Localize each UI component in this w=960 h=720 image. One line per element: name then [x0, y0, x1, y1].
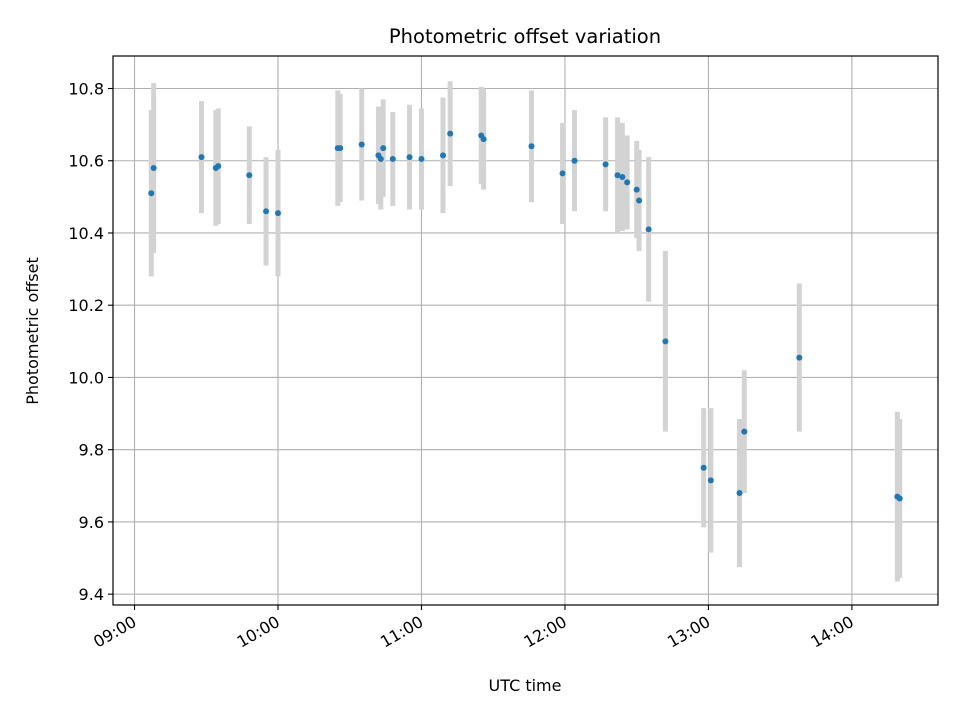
- data-point: [358, 141, 365, 148]
- data-points: [148, 130, 903, 502]
- y-tick-label: 9.6: [79, 513, 104, 532]
- y-tick-label: 9.8: [79, 441, 104, 460]
- data-point: [619, 173, 626, 180]
- data-point: [528, 143, 535, 150]
- data-point: [707, 477, 714, 484]
- y-tick-label: 10.6: [68, 152, 104, 171]
- y-axis-label: Photometric offset: [23, 257, 42, 405]
- data-point: [636, 197, 643, 204]
- data-point: [389, 155, 396, 162]
- data-point: [406, 154, 413, 161]
- data-point: [896, 495, 903, 502]
- y-axis-ticks: 9.4 9.6 9.8 10.0 10.2 10.4 10.6 10.8: [68, 80, 113, 604]
- data-point: [602, 161, 609, 168]
- data-point: [263, 208, 270, 215]
- y-tick-label: 10.2: [68, 296, 104, 315]
- data-point: [624, 179, 631, 186]
- data-point: [447, 130, 454, 137]
- data-point: [559, 170, 566, 177]
- data-point: [275, 210, 281, 217]
- data-point: [380, 145, 387, 152]
- data-point: [198, 154, 205, 161]
- y-tick-label: 10.4: [68, 224, 104, 243]
- data-point: [150, 164, 157, 171]
- chart-title: Photometric offset variation: [389, 25, 661, 48]
- data-point: [662, 338, 669, 345]
- y-tick-label: 9.4: [79, 585, 104, 604]
- data-point: [741, 428, 748, 435]
- data-point: [736, 490, 743, 497]
- data-point: [148, 190, 155, 197]
- y-tick-label: 10.0: [68, 368, 104, 387]
- data-point: [571, 157, 578, 164]
- y-tick-label: 10.8: [68, 80, 104, 99]
- plot-frame: [112, 55, 939, 606]
- data-point: [418, 155, 425, 162]
- data-point: [700, 464, 707, 471]
- x-axis-label: UTC time: [489, 676, 562, 695]
- data-point: [337, 145, 344, 152]
- data-point: [246, 172, 253, 179]
- data-point: [480, 136, 487, 143]
- data-point: [796, 354, 803, 361]
- data-point: [614, 172, 621, 179]
- data-point: [440, 152, 446, 159]
- data-point: [645, 226, 652, 233]
- data-point: [633, 186, 640, 193]
- data-point: [215, 163, 222, 170]
- data-point: [377, 155, 384, 162]
